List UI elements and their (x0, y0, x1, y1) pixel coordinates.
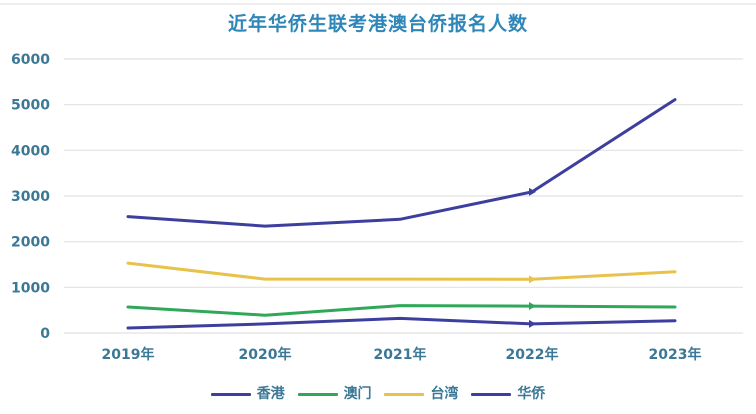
legend-swatch-icon (297, 392, 338, 396)
y-tick-label: 5000 (11, 98, 50, 114)
series-line (126, 98, 677, 228)
chart-title: 近年华侨生联考港澳台侨报名人数 (227, 13, 528, 35)
series-line (126, 304, 677, 317)
y-tick-label: 6000 (11, 52, 50, 68)
legend-item-taiwan: 台湾 (384, 383, 458, 403)
legend-item-macau: 澳门 (297, 383, 372, 403)
y-tick-label: 1000 (11, 280, 50, 296)
chart-frame (0, 3, 756, 414)
x-tick-label: 2022年 (506, 346, 559, 363)
data-point-marker-icon (529, 302, 536, 311)
legend-item-overseas-chinese: 华侨 (471, 383, 545, 403)
x-tick-label: 2019年 (102, 346, 155, 363)
data-point-marker-icon (529, 319, 536, 328)
legend-label: 华侨 (517, 386, 546, 402)
legend-item-hongkong: 香港 (210, 383, 285, 403)
legend-label: 澳门 (343, 386, 372, 402)
legend-swatch-icon (471, 392, 512, 396)
series-line (126, 261, 677, 281)
series-lines (126, 98, 677, 330)
x-tick-label: 2020年 (239, 346, 292, 363)
legend-label: 台湾 (430, 386, 459, 402)
legend-swatch-icon (384, 392, 425, 396)
gridlines (64, 58, 743, 334)
legend: 香港 澳门 台湾 华侨 (0, 383, 756, 403)
y-axis: 0 1000 2000 3000 4000 5000 6000 (11, 52, 50, 342)
data-point-marker-icon (529, 187, 536, 196)
y-tick-label: 3000 (11, 189, 50, 205)
y-tick-label: 2000 (11, 235, 50, 251)
x-tick-label: 2023年 (649, 346, 702, 363)
legend-label: 香港 (256, 386, 285, 402)
legend-swatch-icon (210, 392, 251, 396)
x-axis: 2019年 2020年 2021年 2022年 2023年 (102, 346, 702, 363)
data-point-marker-icon (529, 275, 536, 284)
y-tick-label: 0 (40, 326, 50, 342)
series-line (126, 316, 677, 330)
y-tick-label: 4000 (11, 143, 50, 159)
x-tick-label: 2021年 (374, 346, 427, 363)
